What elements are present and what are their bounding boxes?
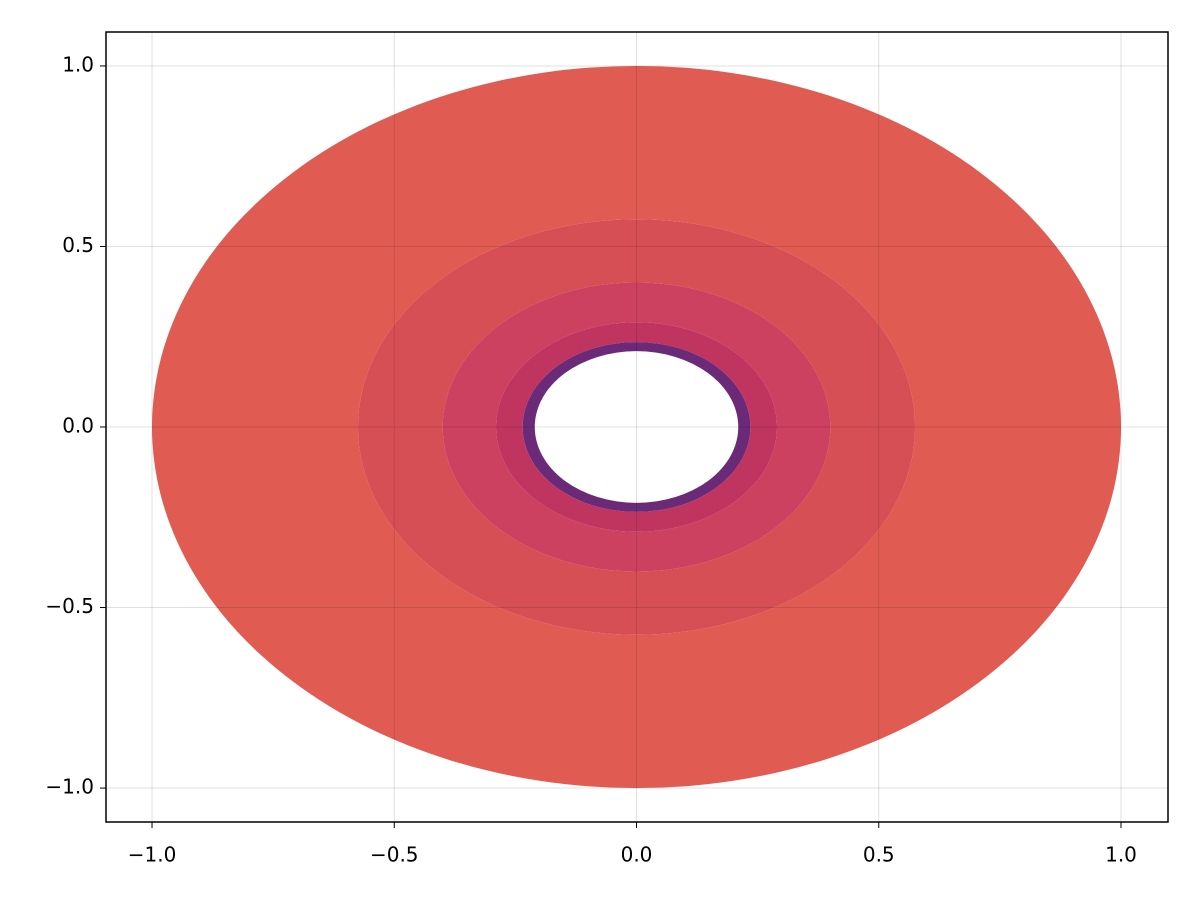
x-tick-label: 0.0 bbox=[621, 843, 653, 867]
y-tick-label: −1.0 bbox=[45, 775, 94, 799]
y-tick-label: 1.0 bbox=[62, 52, 94, 76]
x-tick-label: 0.5 bbox=[863, 843, 895, 867]
y-tick-label: 0.0 bbox=[62, 414, 94, 438]
x-tick-label: −0.5 bbox=[370, 843, 419, 867]
y-tick-label: 0.5 bbox=[62, 233, 94, 257]
x-tick-label: −1.0 bbox=[128, 843, 177, 867]
x-tick-label: 1.0 bbox=[1105, 843, 1137, 867]
contour-band bbox=[357, 219, 916, 635]
y-tick-label: −0.5 bbox=[45, 594, 94, 618]
contour-band bbox=[152, 65, 1122, 789]
